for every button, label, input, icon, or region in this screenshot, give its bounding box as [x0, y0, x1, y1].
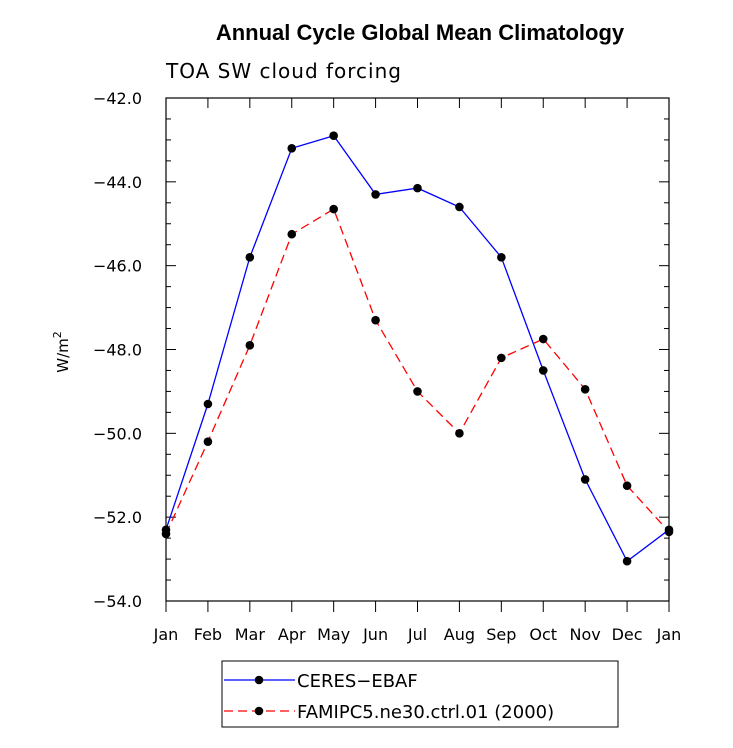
x-tick-label: Dec	[612, 625, 643, 644]
data-point	[245, 341, 255, 350]
data-point	[497, 353, 506, 363]
series-line	[165, 134, 670, 563]
data-point	[329, 131, 338, 141]
legend-label: CERES−EBAF	[297, 671, 418, 692]
data-point	[538, 366, 548, 375]
y-axis-label: W/m2	[51, 331, 72, 373]
series-2-markers	[161, 204, 674, 539]
data-point	[161, 529, 171, 539]
data-point	[497, 252, 506, 262]
y-tick-label: −46.0	[93, 257, 142, 276]
x-tick-label: Jan	[656, 625, 682, 644]
axis-ticks	[165, 97, 670, 612]
data-point	[203, 399, 213, 409]
y-axis-label-unit: W/m	[54, 338, 72, 373]
chart-title: Annual Cycle Global Mean Climatology	[216, 20, 625, 45]
data-point	[622, 481, 632, 491]
chart-subtitle: TOA SW cloud forcing	[165, 59, 402, 83]
y-tick-label: −50.0	[93, 424, 142, 443]
y-tick-label: −48.0	[93, 341, 142, 360]
x-tick-label: Feb	[194, 625, 222, 644]
data-point	[203, 437, 213, 447]
legend-entry: FAMIPC5.ne30.ctrl.01 (2000)	[224, 702, 554, 723]
y-tick-labels: −42.0 −44.0 −46.0 −48.0 −50.0 −52.0 −54.0	[93, 89, 142, 611]
data-point	[287, 229, 297, 239]
x-tick-label: Apr	[278, 625, 306, 644]
x-tick-label: May	[317, 625, 350, 644]
x-tick-label: Aug	[444, 625, 475, 644]
data-point	[580, 475, 590, 484]
data-point	[622, 556, 632, 566]
data-point	[455, 202, 464, 212]
series-2	[165, 208, 670, 535]
data-point	[329, 204, 338, 214]
data-point	[413, 387, 422, 396]
data-point	[413, 183, 422, 193]
legend-marker	[254, 675, 264, 685]
data-point	[287, 144, 297, 153]
data-point	[245, 252, 255, 262]
y-tick-label: −42.0	[93, 89, 142, 108]
legend: CERES−EBAF FAMIPC5.ne30.ctrl.01 (2000)	[221, 660, 619, 728]
data-point	[580, 385, 590, 394]
x-tick-label: Jun	[362, 625, 388, 644]
x-tick-label: Mar	[235, 625, 266, 644]
data-point	[371, 190, 380, 199]
data-point	[455, 429, 464, 438]
x-tick-label: Oct	[529, 625, 557, 644]
x-tick-labels: Jan Feb Mar Apr May Jun Jul Aug Sep Oct Nov Dec Jan	[153, 625, 682, 644]
legend-entry: CERES−EBAF	[224, 671, 418, 692]
y-tick-label: −54.0	[93, 592, 142, 611]
legend-label: FAMIPC5.ne30.ctrl.01 (2000)	[297, 702, 554, 723]
series-1	[165, 134, 670, 563]
series-layer	[161, 131, 674, 566]
y-axis-label-exponent: 2	[51, 331, 64, 338]
legend-box	[221, 660, 619, 728]
data-point	[538, 334, 548, 344]
x-tick-label: Sep	[486, 625, 516, 644]
y-tick-label: −52.0	[93, 508, 142, 527]
x-tick-label: Nov	[570, 625, 601, 644]
plot-frame	[165, 97, 670, 602]
series-line	[165, 208, 670, 535]
y-tick-label: −44.0	[93, 173, 142, 192]
data-point	[664, 527, 674, 537]
data-point	[371, 315, 380, 325]
legend-marker	[254, 706, 264, 716]
x-tick-label: Jul	[407, 625, 427, 644]
x-tick-label: Jan	[153, 625, 179, 644]
series-1-markers	[161, 131, 674, 566]
